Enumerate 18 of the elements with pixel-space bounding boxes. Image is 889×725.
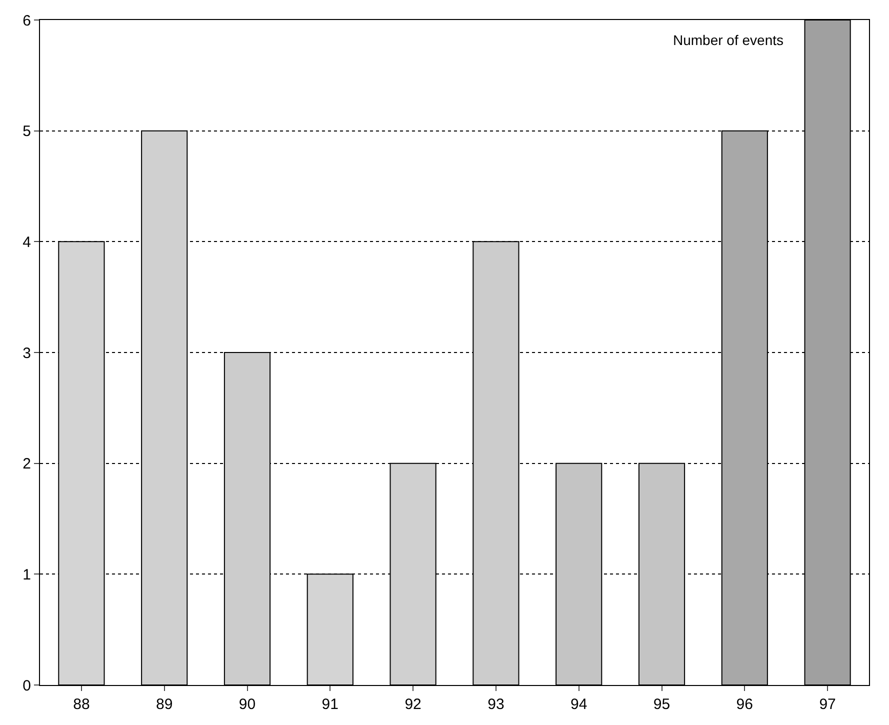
x-tick-label: 91: [322, 696, 338, 713]
y-tick-label: 3: [22, 344, 31, 362]
y-tick-label: 5: [22, 123, 31, 140]
x-tick-label: 88: [73, 696, 90, 713]
y-tick-label: 0: [22, 677, 31, 694]
x-tick-label: 97: [819, 696, 836, 713]
y-tick-label: 4: [22, 234, 31, 251]
x-tick-label: 94: [570, 696, 588, 713]
x-tick-label: 92: [404, 696, 422, 713]
x-tick-label: 93: [488, 696, 504, 713]
y-tick-label: 1: [22, 566, 31, 584]
x-tick-label: 96: [736, 696, 753, 713]
y-tick-label: 6: [22, 12, 31, 30]
x-tick-label: 90: [238, 696, 256, 713]
y-tick-label: 2: [22, 456, 31, 473]
x-tick-label: 89: [156, 696, 173, 713]
annotation: Number of events: [673, 32, 784, 48]
x-tick-label: 95: [653, 696, 670, 713]
